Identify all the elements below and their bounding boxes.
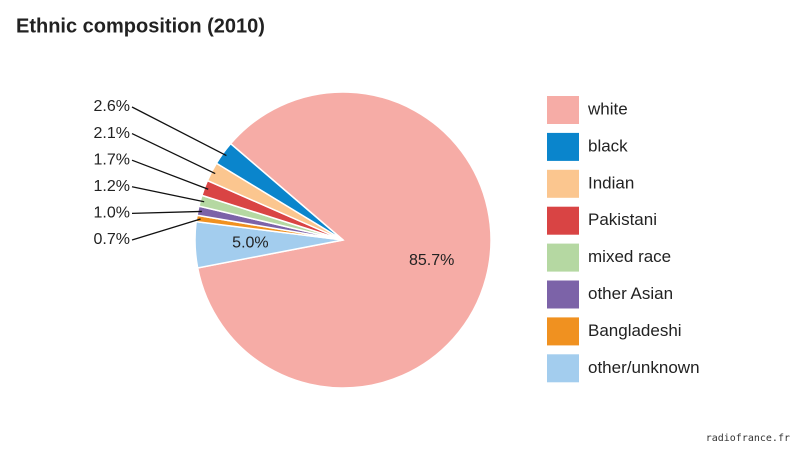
value-label: 1.2%	[94, 178, 130, 195]
leader-line	[131, 186, 205, 203]
value-label: 0.7%	[94, 231, 130, 248]
chart-title: Ethnic composition (2010)	[16, 15, 265, 37]
legend-swatch	[547, 96, 579, 124]
leader-line	[131, 159, 209, 190]
value-label: 85.7%	[409, 252, 454, 269]
leader-line	[131, 133, 216, 175]
legend-label: Indian	[588, 173, 634, 192]
legend-swatch	[547, 169, 579, 198]
legend-label: Pakistani	[588, 210, 657, 229]
value-label: 2.1%	[94, 125, 130, 142]
legend-swatch	[547, 280, 579, 309]
value-label: 5.0%	[232, 235, 268, 252]
legend-label: white	[587, 99, 628, 118]
legend-label: mixed race	[588, 247, 671, 266]
legend-label: black	[588, 136, 628, 155]
legend-label: other Asian	[588, 284, 673, 303]
value-label: 2.6%	[94, 98, 130, 115]
legend-swatch	[547, 243, 579, 272]
leader-line	[131, 218, 201, 241]
legend-swatch	[547, 132, 579, 161]
value-label: 1.0%	[94, 205, 130, 222]
legend-label: other/unknown	[588, 358, 700, 377]
leader-line	[131, 106, 227, 157]
legend-label: Bangladeshi	[588, 321, 682, 340]
leader-line	[131, 210, 202, 215]
legend-swatch	[547, 317, 579, 346]
pie-slice	[196, 91, 492, 389]
legend-swatch	[547, 354, 579, 383]
watermark: radiofrance.fr	[706, 433, 790, 444]
legend-swatch	[547, 206, 579, 235]
value-label: 1.7%	[94, 151, 130, 168]
